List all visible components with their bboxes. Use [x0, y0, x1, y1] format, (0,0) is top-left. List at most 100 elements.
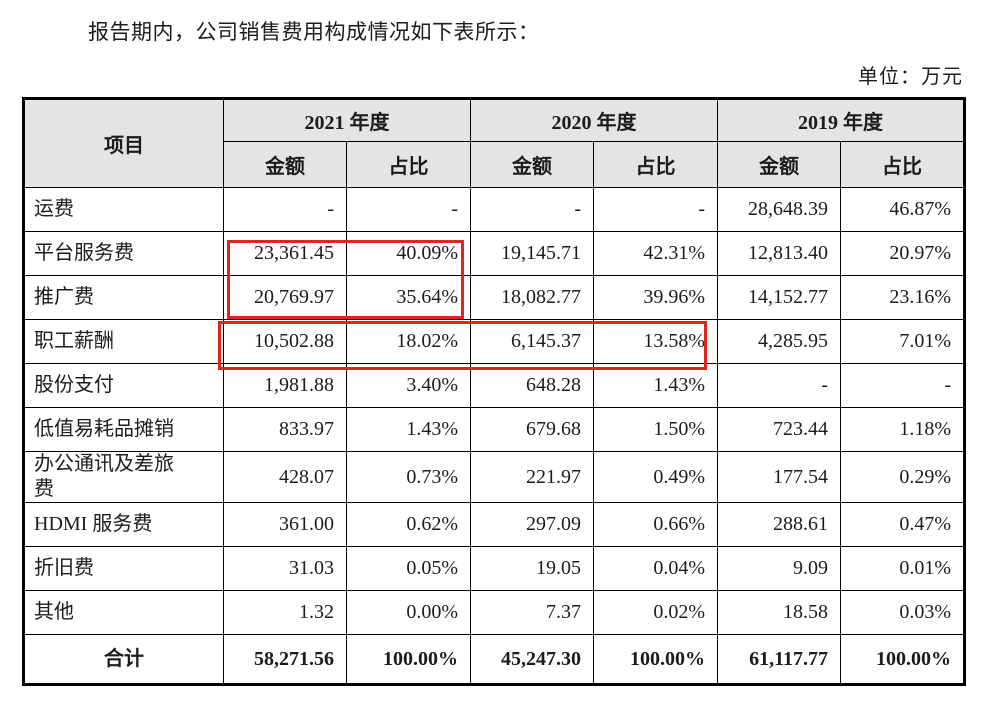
row-label: 合计 — [23, 634, 224, 685]
row-label: 股份支付 — [23, 363, 224, 408]
cell-value: 12,813.40 — [717, 231, 841, 276]
row-label: 职工薪酬 — [23, 319, 224, 364]
cell-value: 297.09 — [470, 502, 594, 547]
row-label-text: 推广费 — [34, 286, 94, 308]
cell-value: 1.32 — [223, 590, 347, 635]
header-year-row: 项目 2021 年度 2020 年度 2019 年度 — [23, 98, 965, 188]
cell-value: 18,082.77 — [470, 275, 594, 320]
row-label: 办公通讯及差旅费 — [23, 451, 224, 503]
row-label-text: 股份支付 — [34, 374, 114, 396]
cell-value: 100.00% — [346, 634, 471, 685]
cell-value: 0.04% — [593, 546, 718, 591]
cell-value: 221.97 — [470, 451, 594, 503]
row-label-text: 其他 — [34, 601, 74, 623]
cell-value: 7.37 — [470, 590, 594, 635]
cell-value: 46.87% — [840, 187, 965, 232]
table-row: 低值易耗品摊销 833.97 1.43% 679.68 1.50% 723.44 1.18% — [23, 407, 965, 452]
column-header-ratio-2021: 占比 — [346, 141, 471, 188]
cell-value: 18.02% — [346, 319, 471, 364]
cell-value: 648.28 — [470, 363, 594, 408]
row-label: 其他 — [23, 590, 224, 635]
cell-value: 23.16% — [840, 275, 965, 320]
cell-value: 0.00% — [346, 590, 471, 635]
row-label-text: 折旧费 — [34, 557, 94, 579]
column-header-year-2020: 2020 年度 — [470, 98, 718, 142]
cell-value: 39.96% — [593, 275, 718, 320]
column-header-amount-2019: 金额 — [717, 141, 841, 188]
table-row: 办公通讯及差旅费 428.07 0.73% 221.97 0.49% 177.54 0.29… — [23, 451, 965, 503]
cell-value: 28,648.39 — [717, 187, 841, 232]
cell-value: 20.97% — [840, 231, 965, 276]
cell-value: 6,145.37 — [470, 319, 594, 364]
row-label-text: HDMI 服务费 — [34, 513, 153, 535]
cell-value: 0.66% — [593, 502, 718, 547]
row-label-text: 职工薪酬 — [34, 330, 114, 352]
row-label: 折旧费 — [23, 546, 224, 591]
unit-label: 单位：万元 — [858, 66, 963, 88]
cell-value: 23,361.45 — [223, 231, 347, 276]
cell-value: - — [840, 363, 965, 408]
cell-value: 18.58 — [717, 590, 841, 635]
cell-value: 428.07 — [223, 451, 347, 503]
cell-value: 61,117.77 — [717, 634, 841, 685]
intro-text: 报告期内，公司销售费用构成情况如下表所示： — [88, 20, 540, 44]
cell-value: 1.50% — [593, 407, 718, 452]
cell-value: 31.03 — [223, 546, 347, 591]
header-sub-row: 金额 占比 金额 占比 金额 占比 — [24, 141, 965, 188]
column-header-ratio-2019: 占比 — [840, 141, 965, 188]
cell-value: 0.01% — [840, 546, 965, 591]
expense-table: 项目 2021 年度 2020 年度 2019 年度 金额 占比 金额 占比 金… — [22, 97, 966, 686]
cell-value: 288.61 — [717, 502, 841, 547]
row-label: 运费 — [23, 187, 224, 232]
table-row: 职工薪酬 10,502.88 18.02% 6,145.37 13.58% 4,285.9… — [23, 319, 965, 364]
cell-value: 13.58% — [593, 319, 718, 364]
cell-value: 0.02% — [593, 590, 718, 635]
cell-value: 35.64% — [346, 275, 471, 320]
table-total-row: 合计 58,271.56 100.00% 45,247.30 100.00% 61,117… — [23, 634, 965, 685]
row-label-text: 运费 — [34, 198, 74, 220]
cell-value: - — [593, 187, 718, 232]
cell-value: 40.09% — [346, 231, 471, 276]
cell-value: 9.09 — [717, 546, 841, 591]
column-header-year-2021: 2021 年度 — [223, 98, 471, 142]
table-row: HDMI 服务费 361.00 0.62% 297.09 0.66% 288.61 0.47… — [23, 502, 965, 547]
cell-value: 1.43% — [593, 363, 718, 408]
cell-value: 20,769.97 — [223, 275, 347, 320]
cell-value: 3.40% — [346, 363, 471, 408]
column-header-amount-2020: 金额 — [470, 141, 594, 188]
cell-value: 14,152.77 — [717, 275, 841, 320]
column-header-amount-2021: 金额 — [223, 141, 347, 188]
row-label-text: 平台服务费 — [34, 242, 134, 264]
table-row: 推广费 20,769.97 35.64% 18,082.77 39.96% 14,152.… — [23, 275, 965, 320]
cell-value: 723.44 — [717, 407, 841, 452]
table-row: 股份支付 1,981.88 3.40% 648.28 1.43% - - — [23, 363, 965, 408]
cell-value: 100.00% — [593, 634, 718, 685]
column-header-ratio-2020: 占比 — [593, 141, 718, 188]
cell-value: 1.43% — [346, 407, 471, 452]
cell-value: 42.31% — [593, 231, 718, 276]
cell-value: 177.54 — [717, 451, 841, 503]
cell-value: 0.29% — [840, 451, 965, 503]
cell-value: 4,285.95 — [717, 319, 841, 364]
cell-value: 679.68 — [470, 407, 594, 452]
cell-value: - — [346, 187, 471, 232]
row-label: 低值易耗品摊销 — [23, 407, 224, 452]
cell-value: - — [470, 187, 594, 232]
row-label-text: 合计 — [104, 647, 144, 670]
cell-value: 100.00% — [840, 634, 965, 685]
table-row: 运费 - - - -28,648.39 46.87% — [23, 187, 965, 232]
cell-value: 19,145.71 — [470, 231, 594, 276]
cell-value: 361.00 — [223, 502, 347, 547]
column-header-item: 项目 — [23, 98, 224, 188]
row-label-text: 低值易耗品摊销 — [34, 418, 174, 440]
row-label: 推广费 — [23, 275, 224, 320]
cell-value: - — [717, 363, 841, 408]
cell-value: 833.97 — [223, 407, 347, 452]
cell-value: 0.03% — [840, 590, 965, 635]
cell-value: 19.05 — [470, 546, 594, 591]
cell-value: 0.47% — [840, 502, 965, 547]
cell-value: 0.73% — [346, 451, 471, 503]
cell-value: 45,247.30 — [470, 634, 594, 685]
cell-value: 1,981.88 — [223, 363, 347, 408]
cell-value: 10,502.88 — [223, 319, 347, 364]
